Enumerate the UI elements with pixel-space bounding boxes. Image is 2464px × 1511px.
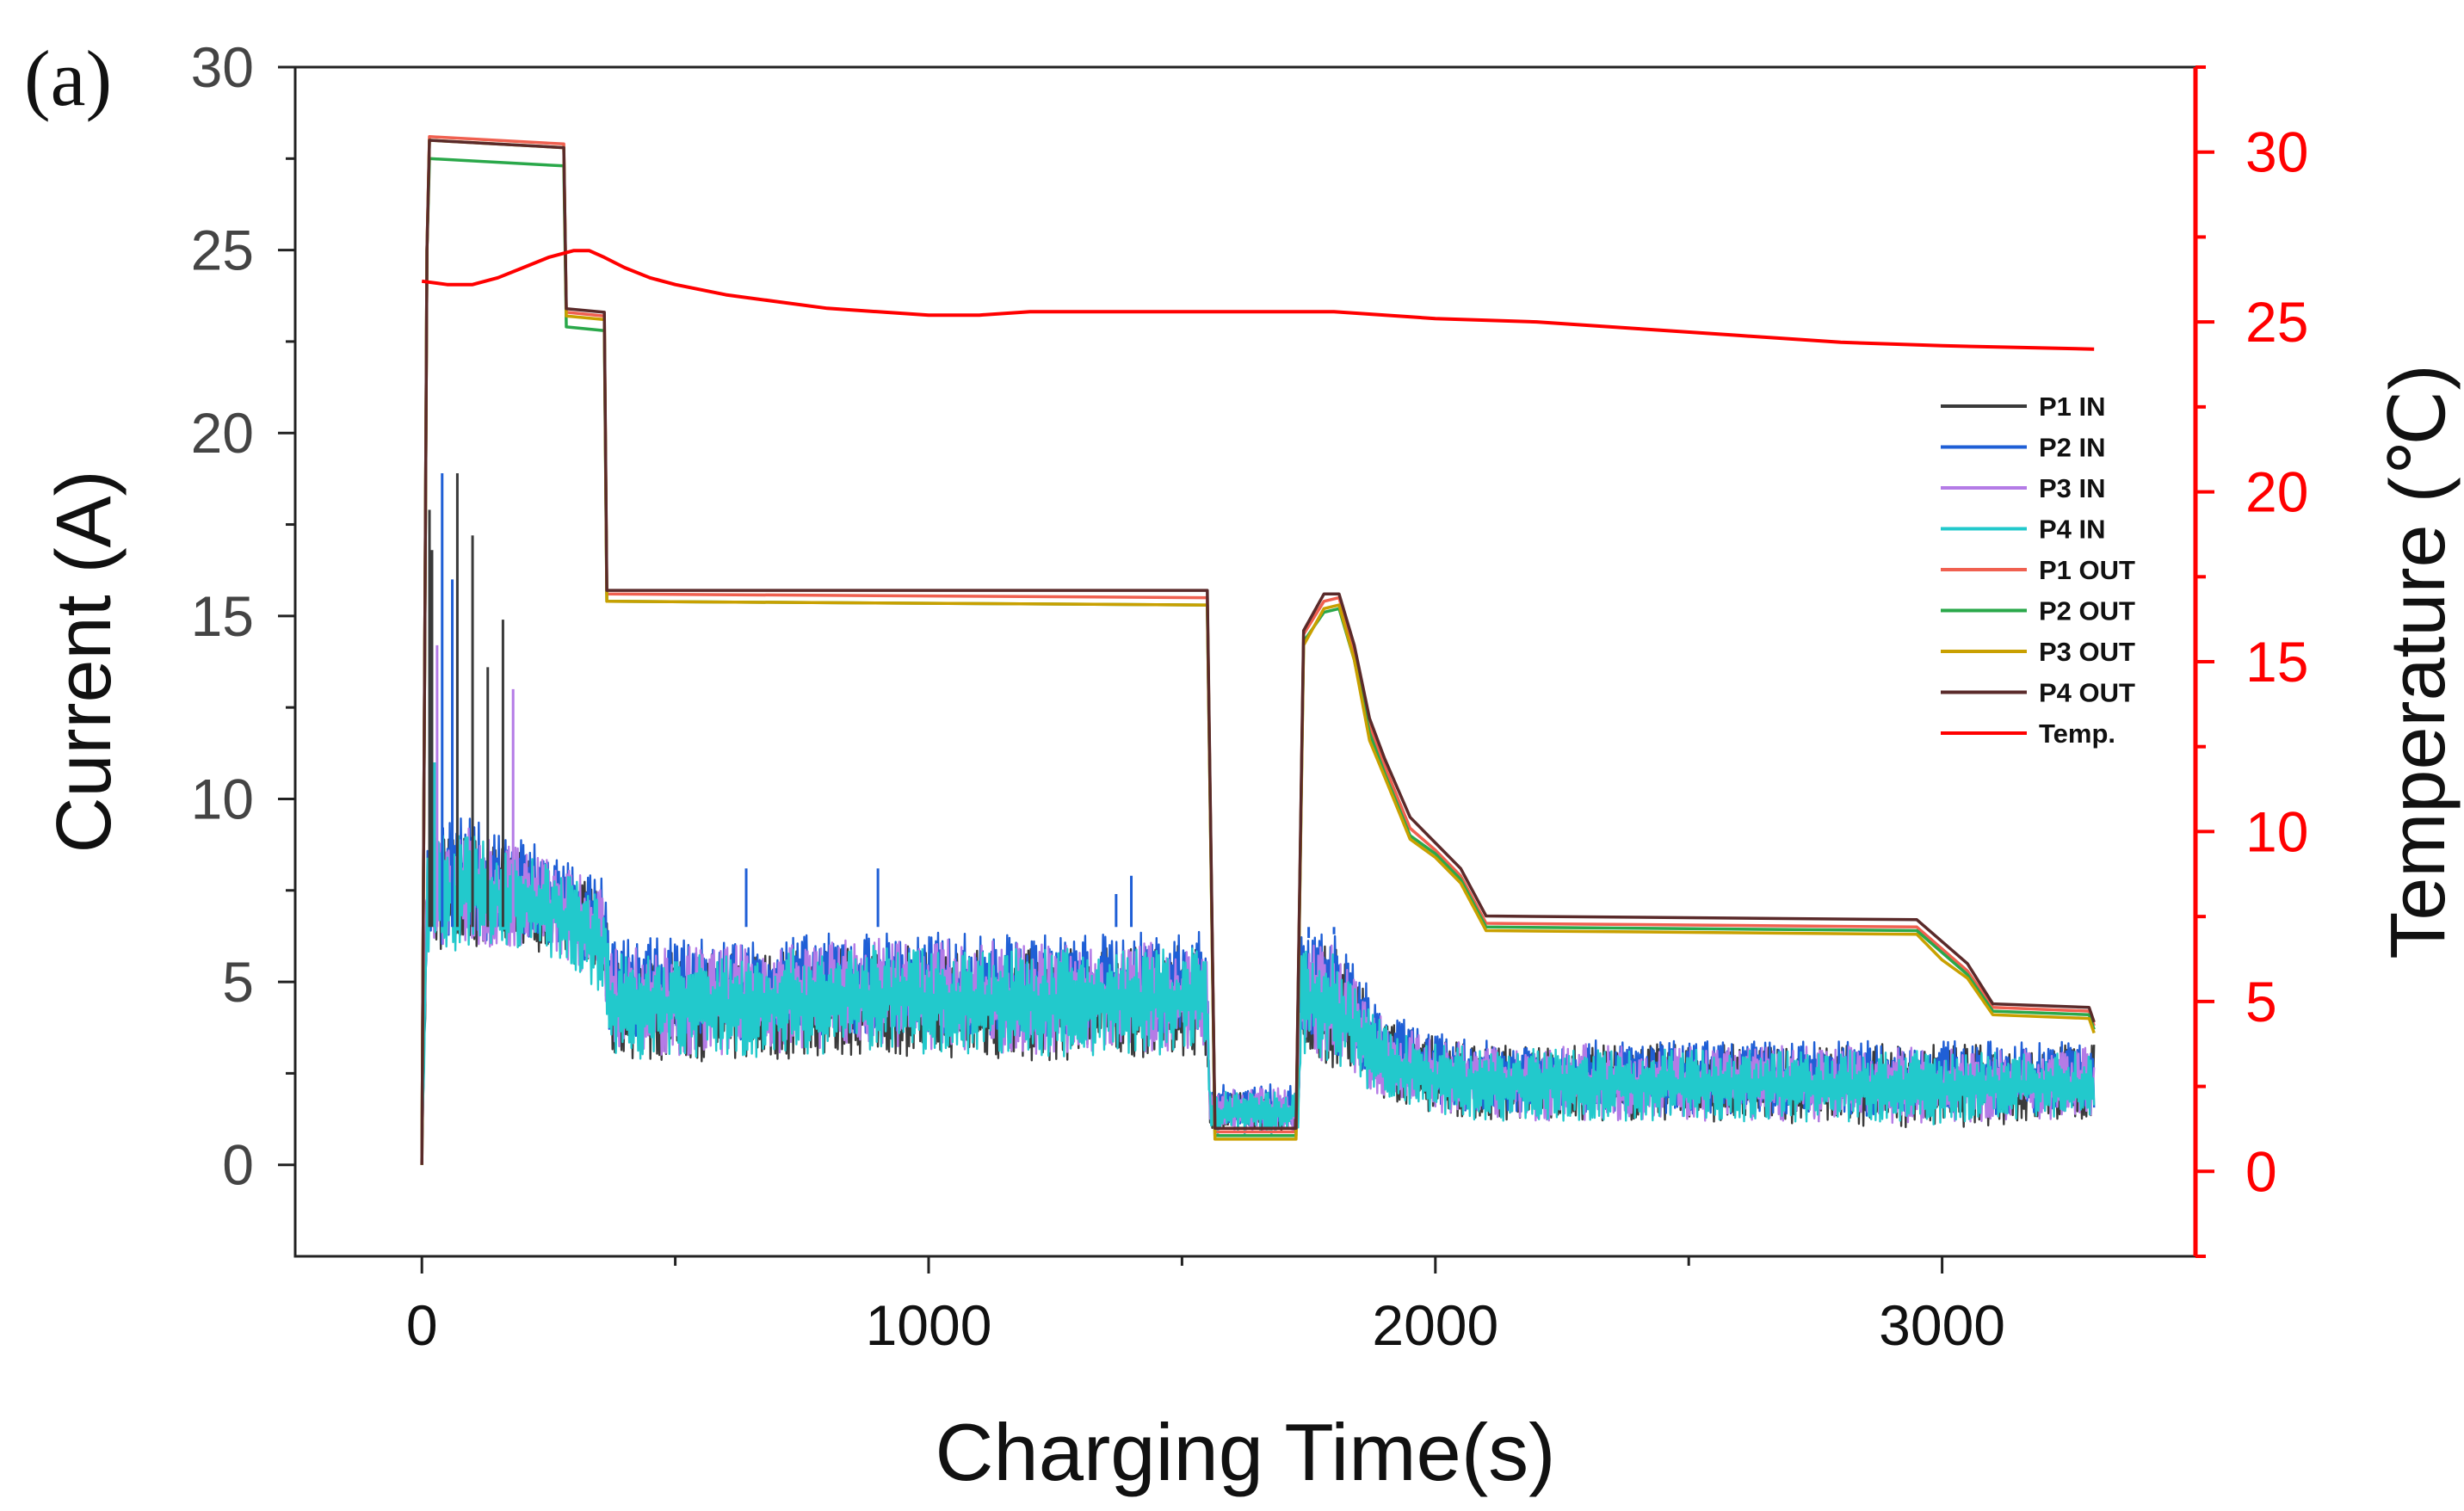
y2-tick-label: 10	[2245, 799, 2308, 863]
legend-label-p2-out: P2 OUT	[2039, 596, 2135, 626]
series-line-p1-out	[420, 135, 2096, 1165]
legend-label-p4-out: P4 OUT	[2039, 678, 2135, 708]
y-tick-label: 10	[191, 767, 254, 830]
y2-tick-label: 15	[2245, 630, 2308, 694]
legend-label-p1-in: P1 IN	[2039, 392, 2106, 422]
legend-label-p3-in: P3 IN	[2039, 473, 2106, 503]
series-line-temp-	[421, 249, 2095, 351]
x-axis-title: Charging Time(s)	[936, 1407, 1556, 1497]
legend-label-p4-in: P4 IN	[2039, 515, 2106, 545]
legend: P1 IN P2 IN P3 IN P4 IN P1 OUT P2 OUT P3 OUT P4…	[1941, 392, 2135, 749]
axes-layer: 0 1000 2000 3000 0 5 10 15 20 25 30 0 5 10 15 20 25 30	[191, 35, 2309, 1357]
y2-tick-label: 25	[2245, 290, 2308, 354]
legend-label-p2-in: P2 IN	[2039, 433, 2106, 463]
panel-label: (a)	[24, 34, 112, 122]
y-axis-title: Current (A)	[41, 470, 127, 853]
y-tick-label: 5	[222, 950, 254, 1014]
y-tick-label: 15	[191, 584, 254, 648]
series-line-p4-out	[420, 139, 2096, 1165]
y-tick-label: 20	[191, 401, 254, 465]
x-tick-label: 0	[406, 1293, 438, 1357]
y-tick-label: 25	[191, 219, 254, 282]
y2-tick-label: 5	[2245, 970, 2277, 1033]
y2-tick-label: 0	[2245, 1139, 2277, 1203]
x-tick-label: 1000	[866, 1293, 992, 1357]
legend-label-temp: Temp.	[2039, 718, 2115, 749]
series-layer	[420, 135, 2096, 1165]
y2-tick-label: 20	[2245, 460, 2308, 524]
y2-tick-label: 30	[2245, 120, 2308, 184]
x-tick-label: 2000	[1372, 1293, 1498, 1357]
y2-axis-title: Temperature (℃)	[2375, 364, 2461, 959]
series-line-p3-out	[420, 139, 2096, 1165]
legend-label-p1-out: P1 OUT	[2039, 555, 2135, 585]
x-tick-label: 3000	[1879, 1293, 2005, 1357]
legend-label-p3-out: P3 OUT	[2039, 637, 2135, 667]
y-tick-label: 30	[191, 35, 254, 99]
series-line-p4-in	[421, 835, 2096, 1165]
y-tick-label: 0	[222, 1133, 254, 1197]
